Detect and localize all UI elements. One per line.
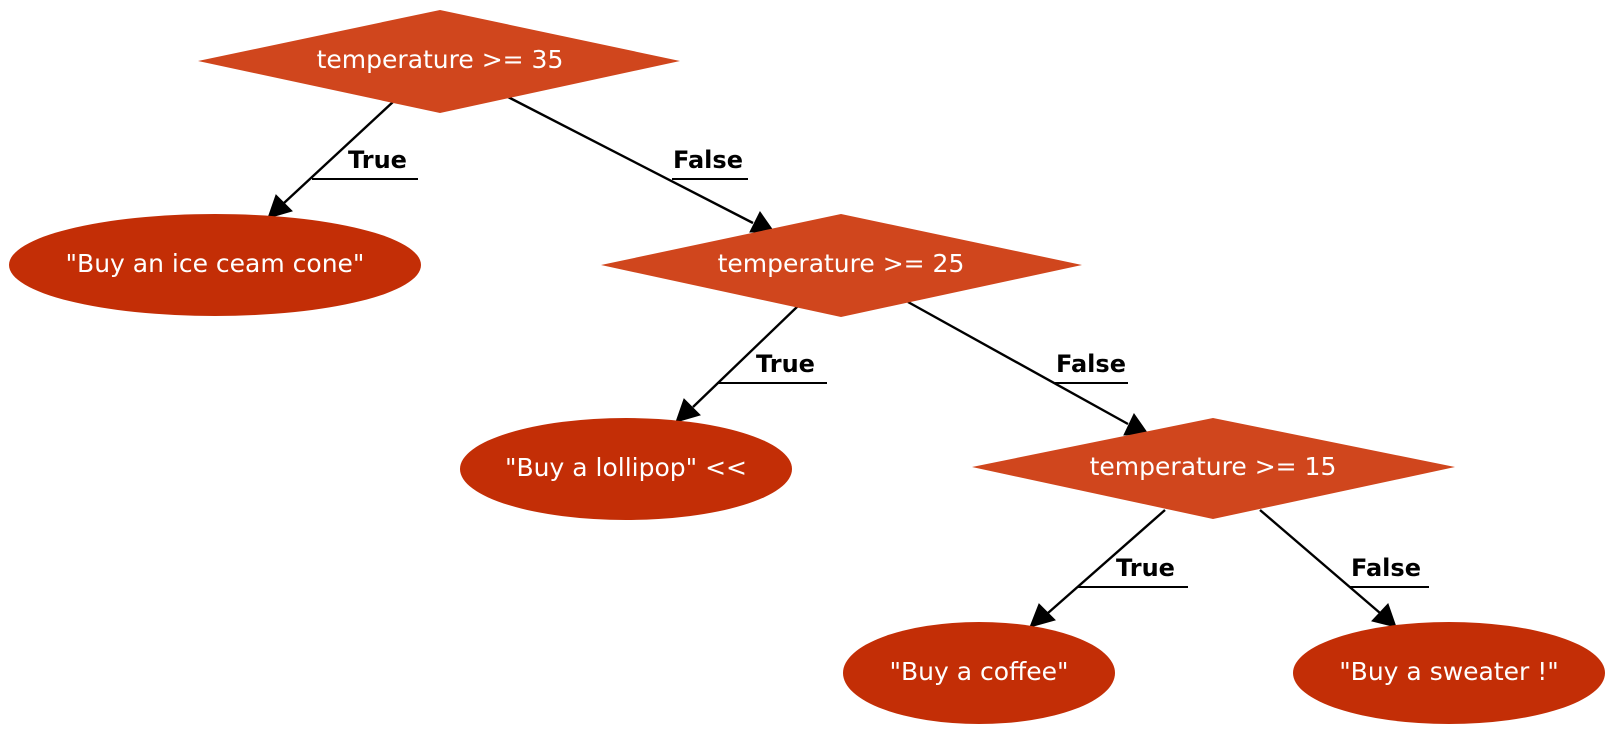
leaf-node-ice-cream: "Buy an ice ceam cone" [9, 214, 421, 316]
edge-label-false: False [1056, 350, 1126, 378]
leaf-node-label: "Buy a coffee" [889, 657, 1068, 686]
decision-node-label: temperature >= 35 [317, 45, 564, 74]
edge-35-false: False [507, 95, 775, 233]
edge-15-false: False [1259, 509, 1429, 628]
edge-35-true: True [267, 100, 418, 219]
edge-label-true: True [348, 146, 407, 174]
arrow-head-icon [1029, 603, 1056, 628]
edge-label-true: True [756, 350, 815, 378]
arrow-head-icon [1371, 603, 1397, 628]
edge-label-false: False [1351, 554, 1421, 582]
edge-25-true: True [675, 304, 827, 423]
arrow-head-icon [675, 398, 701, 423]
decision-node-35: temperature >= 35 [198, 10, 680, 113]
leaf-node-label: "Buy a lollipop" << [505, 453, 747, 482]
arrow-head-icon [267, 194, 293, 219]
leaf-node-label: "Buy an ice ceam cone" [66, 249, 365, 278]
leaf-node-sweater: "Buy a sweater !" [1293, 622, 1605, 724]
edge-15-true: True [1029, 509, 1188, 628]
edge-25-false: False [907, 300, 1149, 436]
decision-node-15: temperature >= 15 [972, 418, 1455, 519]
leaf-node-coffee: "Buy a coffee" [843, 622, 1115, 724]
decision-node-label: temperature >= 25 [718, 249, 965, 278]
leaf-node-label: "Buy a sweater !" [1339, 657, 1559, 686]
edge-label-true: True [1116, 554, 1175, 582]
edge-label-false: False [673, 146, 743, 174]
arrow-head-icon [749, 211, 775, 233]
decision-node-label: temperature >= 15 [1090, 452, 1337, 481]
leaf-node-lollipop: "Buy a lollipop" << [460, 418, 792, 520]
decision-node-25: temperature >= 25 [601, 214, 1082, 317]
